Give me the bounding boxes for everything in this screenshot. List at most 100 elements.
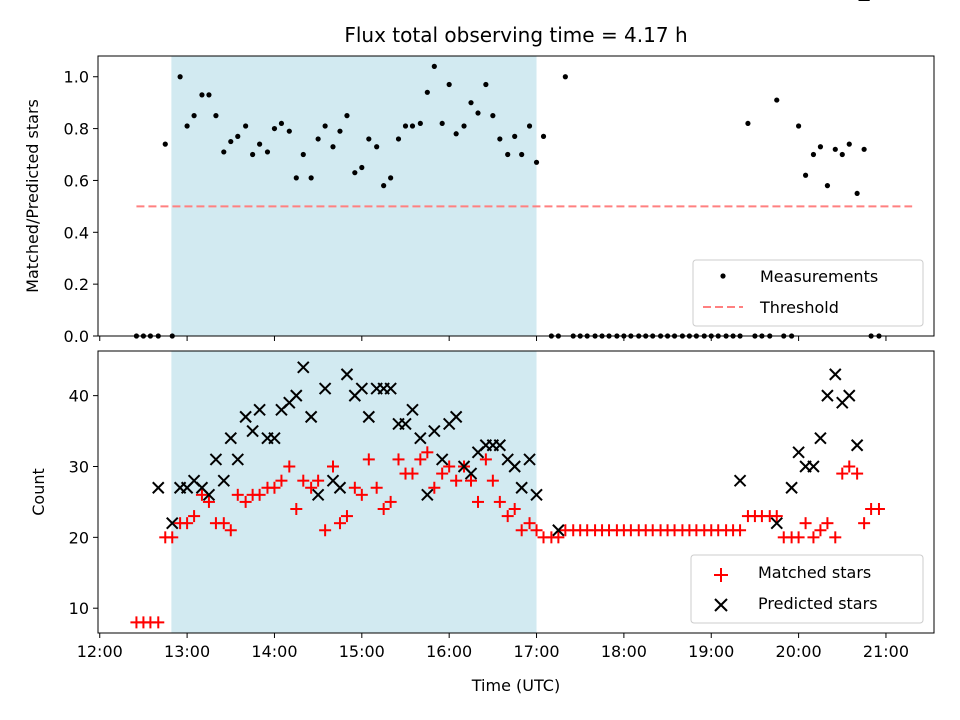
measurement-point <box>417 120 423 127</box>
matched-star-point <box>231 488 244 501</box>
matched-star-point <box>843 460 856 473</box>
legend-matched-marker <box>714 568 728 582</box>
predicted-star-point <box>792 446 805 459</box>
top-y-tick-label: 0.6 <box>64 171 89 190</box>
matched-star-point <box>858 517 871 530</box>
matched-star-point <box>340 510 353 523</box>
measurement-point <box>257 141 263 147</box>
x-tick-label: 16:00 <box>426 642 472 661</box>
predicted-star-point <box>421 488 434 502</box>
matched-star-point <box>224 524 237 537</box>
matched-star-point <box>851 467 864 480</box>
predicted-star-point <box>821 389 834 402</box>
predicted-star-point <box>770 516 783 530</box>
x-tick-label: 19:00 <box>688 642 734 661</box>
predicted-star-point <box>435 453 449 466</box>
matched-star-point <box>523 517 536 530</box>
matched-star-point <box>290 503 303 516</box>
predicted-star-point <box>268 431 281 445</box>
matched-star-point <box>443 460 456 473</box>
matched-star-point <box>428 481 441 494</box>
legend-measurements-label: Measurements <box>760 267 878 286</box>
measurement-point <box>366 136 372 142</box>
bottom-y-axis-label: Count <box>29 468 48 516</box>
x-tick-label: 15:00 <box>339 642 385 661</box>
matched-star-point <box>384 495 397 508</box>
predicted-star-point <box>224 431 237 445</box>
matched-star-point <box>829 531 842 544</box>
matched-star-point <box>392 453 405 466</box>
matched-star-point <box>319 524 332 537</box>
predicted-star-point <box>406 403 419 417</box>
matched-star-point <box>472 495 484 508</box>
measurement-point <box>337 128 343 134</box>
matched-star-point <box>152 616 165 629</box>
measurement-point <box>315 136 321 142</box>
matched-star-point <box>355 488 368 501</box>
bottom-y-tick-label: 40 <box>69 387 89 406</box>
predicted-star-point <box>850 439 864 452</box>
matched-star-point <box>297 474 310 487</box>
predicted-star-point <box>355 382 369 395</box>
measurement-point <box>228 138 234 145</box>
top-y-tick-label: 0.4 <box>64 223 89 242</box>
matched-star-point <box>821 517 834 530</box>
predicted-star-point <box>384 382 397 395</box>
observing-span-shade-top <box>171 56 537 336</box>
matched-star-point <box>479 453 492 466</box>
predicted-star-point <box>340 368 354 381</box>
legend-predicted-label: Predicted stars <box>758 594 878 613</box>
predicted-star-point <box>807 460 820 473</box>
bottom-y-axis-ticks: 10 20 30 40 <box>69 387 98 618</box>
matched-star-point <box>166 531 179 544</box>
predicted-star-point <box>843 389 856 402</box>
predicted-star-point <box>414 431 427 445</box>
matched-star-point <box>436 467 449 480</box>
measurement-point <box>854 190 860 197</box>
matched-star-point <box>450 474 463 487</box>
x-tick-label: 12:00 <box>77 642 123 661</box>
measurement-point <box>483 81 489 88</box>
matched-star-point <box>486 474 499 487</box>
predicted-star-point <box>311 488 325 502</box>
bottom-y-tick-label: 10 <box>69 599 89 618</box>
bottom-axes-frame <box>97 350 935 634</box>
measurement-point <box>206 92 212 98</box>
x-tick-label: 21:00 <box>863 642 909 661</box>
matched-star-point <box>275 474 288 487</box>
top-legend-box <box>692 259 924 327</box>
predicted-star-point <box>508 460 521 473</box>
x-tick-label: 14:00 <box>251 642 297 661</box>
predicted-star-point <box>399 417 412 431</box>
top-y-tick-label: 0.2 <box>64 275 89 294</box>
top-legend: Measurements Threshold <box>692 259 924 327</box>
measurement-point <box>824 183 831 189</box>
measurement-point <box>352 170 358 176</box>
measurement-point <box>330 144 336 150</box>
matched-star-point <box>493 495 506 508</box>
top-y-tick-label: 0.8 <box>64 120 89 139</box>
measurement-point <box>235 133 241 139</box>
legend-threshold-label: Threshold <box>759 298 839 317</box>
matched-star-point <box>305 481 318 494</box>
measurement-point <box>213 113 219 119</box>
measurement-point <box>861 146 867 152</box>
measurement-point <box>802 172 809 178</box>
measurement-point <box>795 123 802 129</box>
matched-star-point <box>283 460 296 473</box>
measurement-point <box>293 175 299 181</box>
measurement-point <box>374 144 380 150</box>
measurement-point <box>453 131 459 137</box>
measurement-point <box>526 123 533 129</box>
matched-star-point <box>836 467 849 480</box>
matched-star-point <box>362 453 375 466</box>
bottom-legend: Matched stars Predicted stars <box>690 554 924 624</box>
measurement-point <box>322 123 328 129</box>
matched-star-point <box>770 510 783 523</box>
predicted-star-point <box>209 453 223 466</box>
measurement-point <box>512 133 518 139</box>
x-tick-label: 20:00 <box>776 642 822 661</box>
matched-star-point <box>239 495 252 508</box>
measurement-point <box>199 92 205 98</box>
measurement-point <box>810 151 817 158</box>
